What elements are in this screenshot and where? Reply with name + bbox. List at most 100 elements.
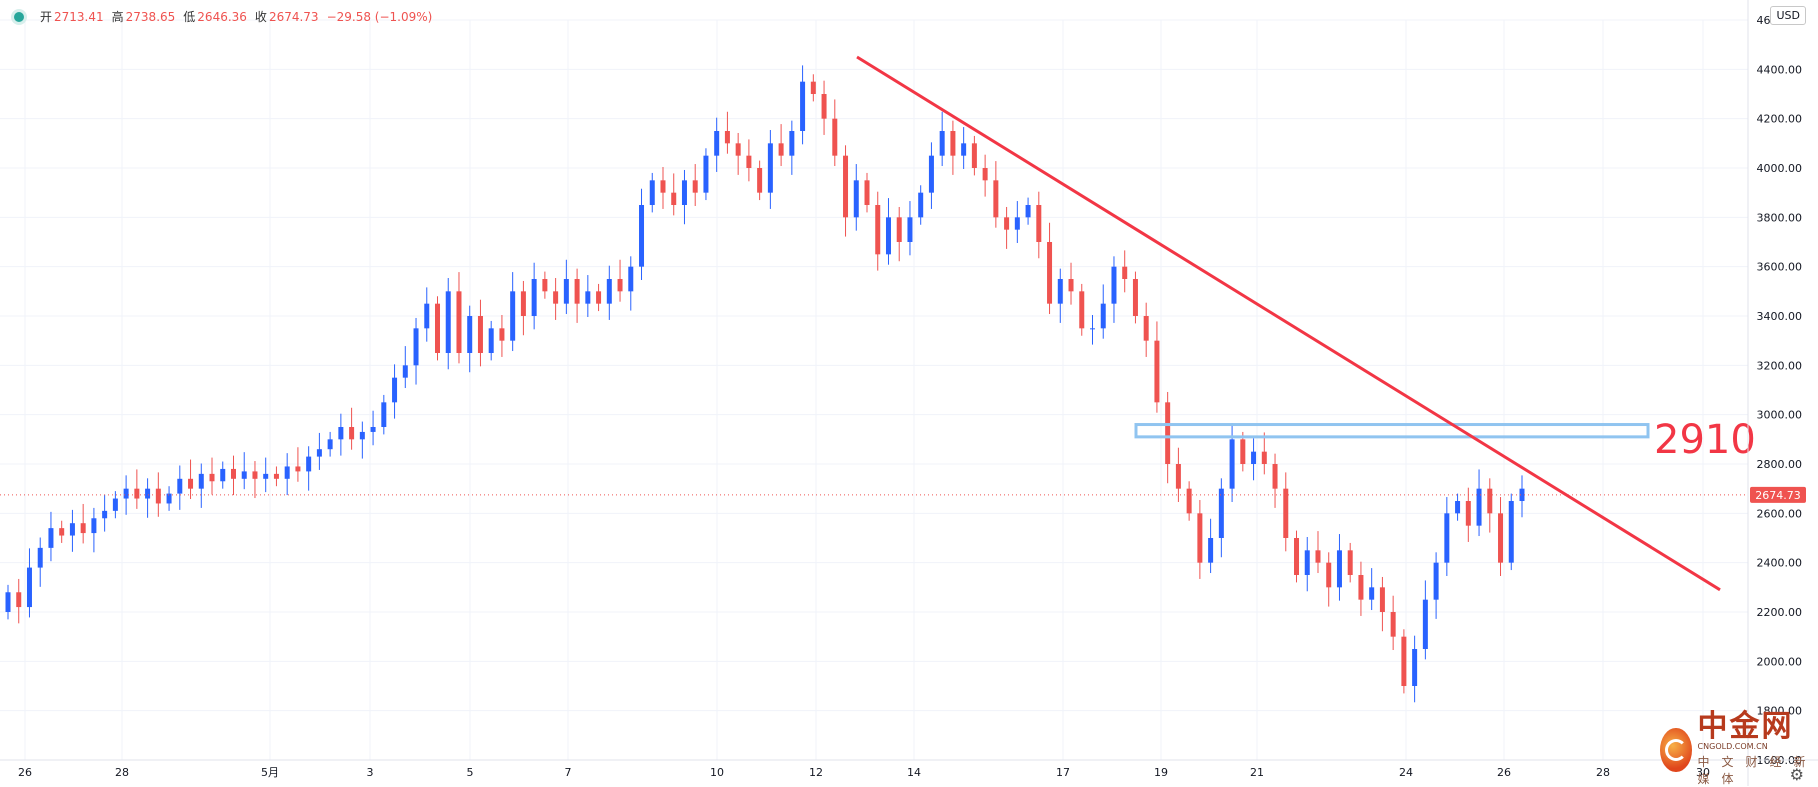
candle-body — [424, 303, 430, 329]
candle-body — [757, 168, 763, 193]
candle — [1261, 432, 1267, 475]
candle — [1422, 580, 1428, 660]
candle-body — [993, 180, 999, 218]
candle — [1057, 268, 1063, 323]
candle — [961, 127, 967, 169]
candle — [853, 164, 859, 231]
candle-body — [263, 473, 269, 479]
candle — [1251, 438, 1257, 481]
y-tick-label: 2000.00 — [1757, 655, 1803, 668]
candle — [102, 494, 108, 532]
candle-body — [1197, 513, 1203, 563]
candle-body — [1379, 587, 1385, 612]
x-tick-label: 24 — [1399, 766, 1413, 779]
candle-body — [1122, 266, 1128, 279]
candle — [295, 447, 301, 482]
candle-body — [166, 493, 172, 504]
candle-body — [907, 217, 913, 242]
candle — [542, 271, 548, 299]
low-value: 2646.36 — [197, 9, 247, 24]
chart-grid — [0, 19, 1748, 761]
candle-body — [306, 456, 312, 472]
candle — [241, 452, 247, 490]
y-tick-label: 2800.00 — [1757, 458, 1803, 471]
y-tick-label: 3600.00 — [1757, 261, 1803, 274]
candle-body — [553, 291, 559, 304]
candle-body — [1347, 550, 1353, 575]
candle — [198, 463, 204, 508]
candle-body — [338, 427, 344, 440]
candle-body — [896, 217, 902, 242]
candle — [338, 413, 344, 456]
candle-body — [402, 365, 408, 378]
candle-body — [5, 592, 11, 612]
candle — [1036, 191, 1042, 259]
currency-button[interactable]: USD — [1770, 6, 1806, 25]
candle — [1315, 531, 1321, 574]
candle-body — [48, 528, 54, 548]
x-tick-label: 26 — [18, 766, 32, 779]
candle-body — [563, 279, 569, 304]
candle — [1401, 629, 1407, 694]
resistance-level-label: 2910 — [1654, 417, 1756, 463]
candle — [456, 272, 462, 364]
candle-body — [596, 291, 602, 304]
candle — [1390, 595, 1396, 650]
candle — [1004, 206, 1010, 249]
candle — [692, 164, 698, 206]
candle-body — [1326, 562, 1332, 588]
candle-body — [735, 143, 741, 156]
candle-body — [928, 155, 934, 193]
candle — [585, 275, 591, 317]
high-value: 2738.65 — [125, 9, 176, 24]
y-tick-label: 4000.00 — [1757, 162, 1803, 175]
candle-body — [542, 279, 548, 292]
candle — [16, 578, 22, 624]
settings-gear-icon[interactable]: ⚙ — [1789, 765, 1804, 784]
candle — [971, 135, 977, 176]
candle — [563, 259, 569, 315]
candle-body — [1079, 291, 1085, 329]
candle — [767, 130, 773, 209]
candle-body — [1240, 439, 1246, 464]
candle — [306, 446, 312, 491]
candle — [1143, 302, 1149, 357]
candle — [273, 466, 279, 487]
candle-body — [660, 180, 666, 193]
candle — [59, 520, 65, 543]
candle — [1433, 552, 1439, 619]
candle — [1272, 453, 1278, 508]
y-tick-label: 2400.00 — [1757, 557, 1803, 570]
candle-body — [853, 180, 859, 218]
candle — [112, 491, 118, 519]
candle — [263, 457, 269, 493]
candle-body — [198, 473, 204, 489]
candle-body — [1057, 279, 1063, 304]
candle — [424, 287, 430, 342]
candle — [1369, 568, 1375, 611]
candle-body — [1014, 217, 1020, 230]
candle-body — [59, 528, 65, 536]
trend-line — [856, 55, 1721, 592]
candle — [1197, 500, 1203, 579]
zhongjin-logo-icon — [1660, 727, 1692, 772]
candle — [510, 272, 516, 352]
candle-body — [37, 547, 43, 568]
candle — [1455, 493, 1461, 521]
current-price-label: 2674.73 — [1755, 489, 1801, 502]
x-tick-label: 17 — [1056, 766, 1070, 779]
candle-body — [467, 316, 473, 353]
candle — [1111, 256, 1117, 323]
candle — [1175, 447, 1181, 502]
candle-body — [1358, 575, 1364, 600]
candle — [499, 315, 505, 357]
live-status-icon — [14, 11, 24, 22]
candle — [639, 188, 645, 280]
candle — [1047, 222, 1053, 315]
candle — [145, 478, 151, 518]
candle-body — [800, 81, 806, 131]
candle-body — [649, 180, 655, 205]
close-label: 收 — [254, 10, 267, 24]
candle — [574, 268, 580, 323]
